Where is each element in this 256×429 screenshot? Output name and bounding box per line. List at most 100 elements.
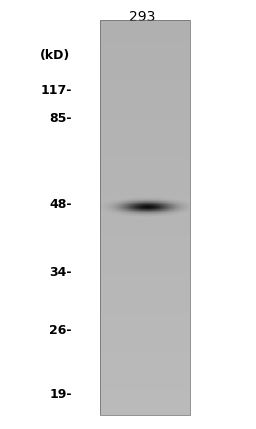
Bar bbox=[146, 217, 147, 218]
Bar bbox=[166, 198, 167, 199]
Bar bbox=[158, 202, 159, 203]
Bar bbox=[153, 200, 154, 201]
Bar bbox=[161, 211, 162, 212]
Bar bbox=[157, 198, 158, 199]
Bar bbox=[149, 206, 150, 207]
Bar bbox=[135, 201, 136, 202]
Bar bbox=[164, 201, 166, 202]
Bar bbox=[125, 200, 126, 201]
Bar bbox=[143, 201, 144, 202]
Bar bbox=[114, 199, 115, 200]
Bar bbox=[130, 202, 131, 203]
Bar bbox=[111, 199, 112, 200]
Bar bbox=[174, 206, 175, 207]
Bar bbox=[142, 207, 143, 208]
Bar bbox=[184, 201, 185, 202]
Bar bbox=[112, 209, 113, 210]
Bar bbox=[184, 201, 185, 202]
Bar bbox=[146, 207, 147, 208]
Bar bbox=[123, 216, 124, 217]
Bar bbox=[180, 200, 182, 201]
Bar bbox=[128, 205, 129, 206]
Bar bbox=[119, 212, 121, 213]
Bar bbox=[136, 209, 137, 210]
Bar bbox=[155, 217, 156, 218]
Bar bbox=[134, 203, 135, 204]
Bar bbox=[167, 211, 169, 212]
Bar bbox=[131, 198, 132, 199]
Bar bbox=[156, 197, 157, 198]
Bar bbox=[112, 202, 113, 203]
Bar bbox=[105, 200, 106, 201]
Bar bbox=[125, 212, 126, 213]
Bar bbox=[120, 215, 121, 216]
Bar bbox=[115, 208, 116, 209]
Bar bbox=[126, 201, 127, 202]
Bar bbox=[168, 202, 170, 203]
Bar bbox=[140, 213, 141, 214]
Bar bbox=[135, 212, 137, 213]
Bar bbox=[165, 200, 166, 201]
Bar bbox=[164, 196, 166, 197]
Bar bbox=[161, 201, 162, 202]
Bar bbox=[151, 217, 152, 218]
Bar bbox=[180, 211, 181, 212]
Bar bbox=[113, 200, 114, 201]
Bar bbox=[118, 204, 119, 205]
Bar bbox=[132, 216, 133, 217]
Bar bbox=[131, 212, 132, 213]
Bar bbox=[145, 208, 146, 209]
Bar bbox=[154, 209, 156, 210]
Bar bbox=[157, 212, 159, 213]
Bar bbox=[153, 198, 154, 199]
Bar bbox=[167, 216, 169, 217]
Bar bbox=[146, 204, 148, 205]
Bar bbox=[149, 199, 150, 200]
Bar bbox=[182, 205, 183, 206]
Bar bbox=[141, 202, 142, 203]
Bar bbox=[147, 202, 148, 203]
Bar bbox=[150, 208, 151, 209]
Bar bbox=[127, 212, 128, 213]
Bar bbox=[111, 207, 112, 208]
Bar bbox=[163, 202, 164, 203]
Bar bbox=[118, 215, 119, 216]
Bar bbox=[160, 208, 161, 209]
Bar bbox=[136, 198, 137, 199]
Bar bbox=[110, 210, 111, 211]
Bar bbox=[114, 214, 115, 215]
Bar bbox=[133, 202, 134, 203]
Bar bbox=[105, 205, 106, 206]
Bar bbox=[143, 197, 144, 198]
Bar bbox=[109, 205, 110, 206]
Bar bbox=[144, 205, 146, 206]
Bar bbox=[178, 207, 179, 208]
Bar bbox=[159, 199, 161, 200]
Bar bbox=[122, 216, 123, 217]
Bar bbox=[102, 202, 103, 203]
Bar bbox=[121, 207, 122, 208]
Bar bbox=[176, 202, 178, 203]
Bar bbox=[151, 203, 152, 204]
Bar bbox=[183, 203, 185, 204]
Bar bbox=[152, 205, 153, 206]
Bar bbox=[145, 202, 147, 203]
Bar bbox=[119, 206, 120, 207]
Bar bbox=[123, 209, 124, 210]
Bar bbox=[114, 202, 115, 203]
Bar bbox=[142, 217, 143, 218]
Bar bbox=[132, 214, 133, 215]
Bar bbox=[151, 201, 152, 202]
Bar bbox=[175, 198, 176, 199]
Bar bbox=[167, 196, 169, 197]
Bar bbox=[142, 205, 144, 206]
Bar bbox=[185, 205, 186, 206]
Bar bbox=[131, 211, 132, 212]
Bar bbox=[128, 201, 129, 202]
Bar bbox=[110, 207, 111, 208]
Bar bbox=[186, 201, 187, 202]
Bar bbox=[118, 199, 119, 200]
Bar bbox=[116, 201, 117, 202]
Bar bbox=[143, 209, 144, 210]
Bar bbox=[136, 213, 137, 214]
